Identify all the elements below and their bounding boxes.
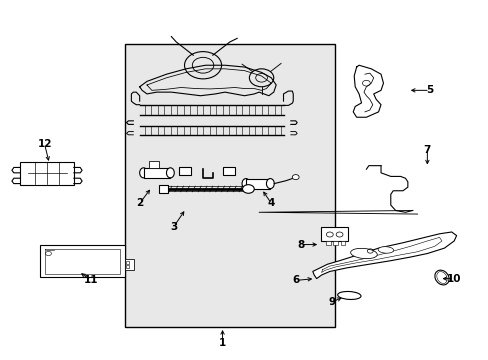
Ellipse shape: [337, 292, 360, 300]
Ellipse shape: [266, 179, 274, 189]
Ellipse shape: [242, 179, 249, 189]
Bar: [40, 244, 125, 277]
Text: 2: 2: [136, 198, 143, 208]
Circle shape: [292, 175, 299, 180]
Bar: [159, 185, 167, 193]
Circle shape: [242, 185, 254, 193]
Bar: [126, 261, 129, 264]
Bar: [245, 179, 270, 189]
Text: 12: 12: [37, 139, 52, 149]
Bar: [143, 168, 170, 178]
Text: 5: 5: [426, 85, 432, 95]
Ellipse shape: [140, 168, 147, 178]
Text: 4: 4: [267, 198, 274, 208]
Text: 11: 11: [83, 275, 98, 285]
Bar: [178, 167, 190, 175]
Bar: [20, 162, 74, 185]
Bar: [325, 240, 330, 245]
Bar: [125, 44, 334, 327]
Text: 7: 7: [423, 144, 430, 154]
Bar: [125, 259, 134, 270]
Text: 10: 10: [446, 274, 461, 284]
Text: 1: 1: [219, 338, 226, 348]
Ellipse shape: [166, 168, 174, 178]
Bar: [126, 265, 129, 268]
Bar: [149, 161, 159, 168]
Ellipse shape: [350, 248, 377, 259]
Text: 9: 9: [328, 297, 335, 307]
Ellipse shape: [377, 247, 393, 253]
Bar: [222, 167, 234, 175]
Text: 8: 8: [296, 239, 304, 249]
Text: 3: 3: [170, 222, 177, 231]
Polygon shape: [312, 232, 456, 279]
Text: 6: 6: [291, 275, 299, 285]
Ellipse shape: [434, 270, 448, 285]
Bar: [332, 240, 337, 245]
Bar: [340, 240, 345, 245]
Bar: [321, 227, 347, 241]
